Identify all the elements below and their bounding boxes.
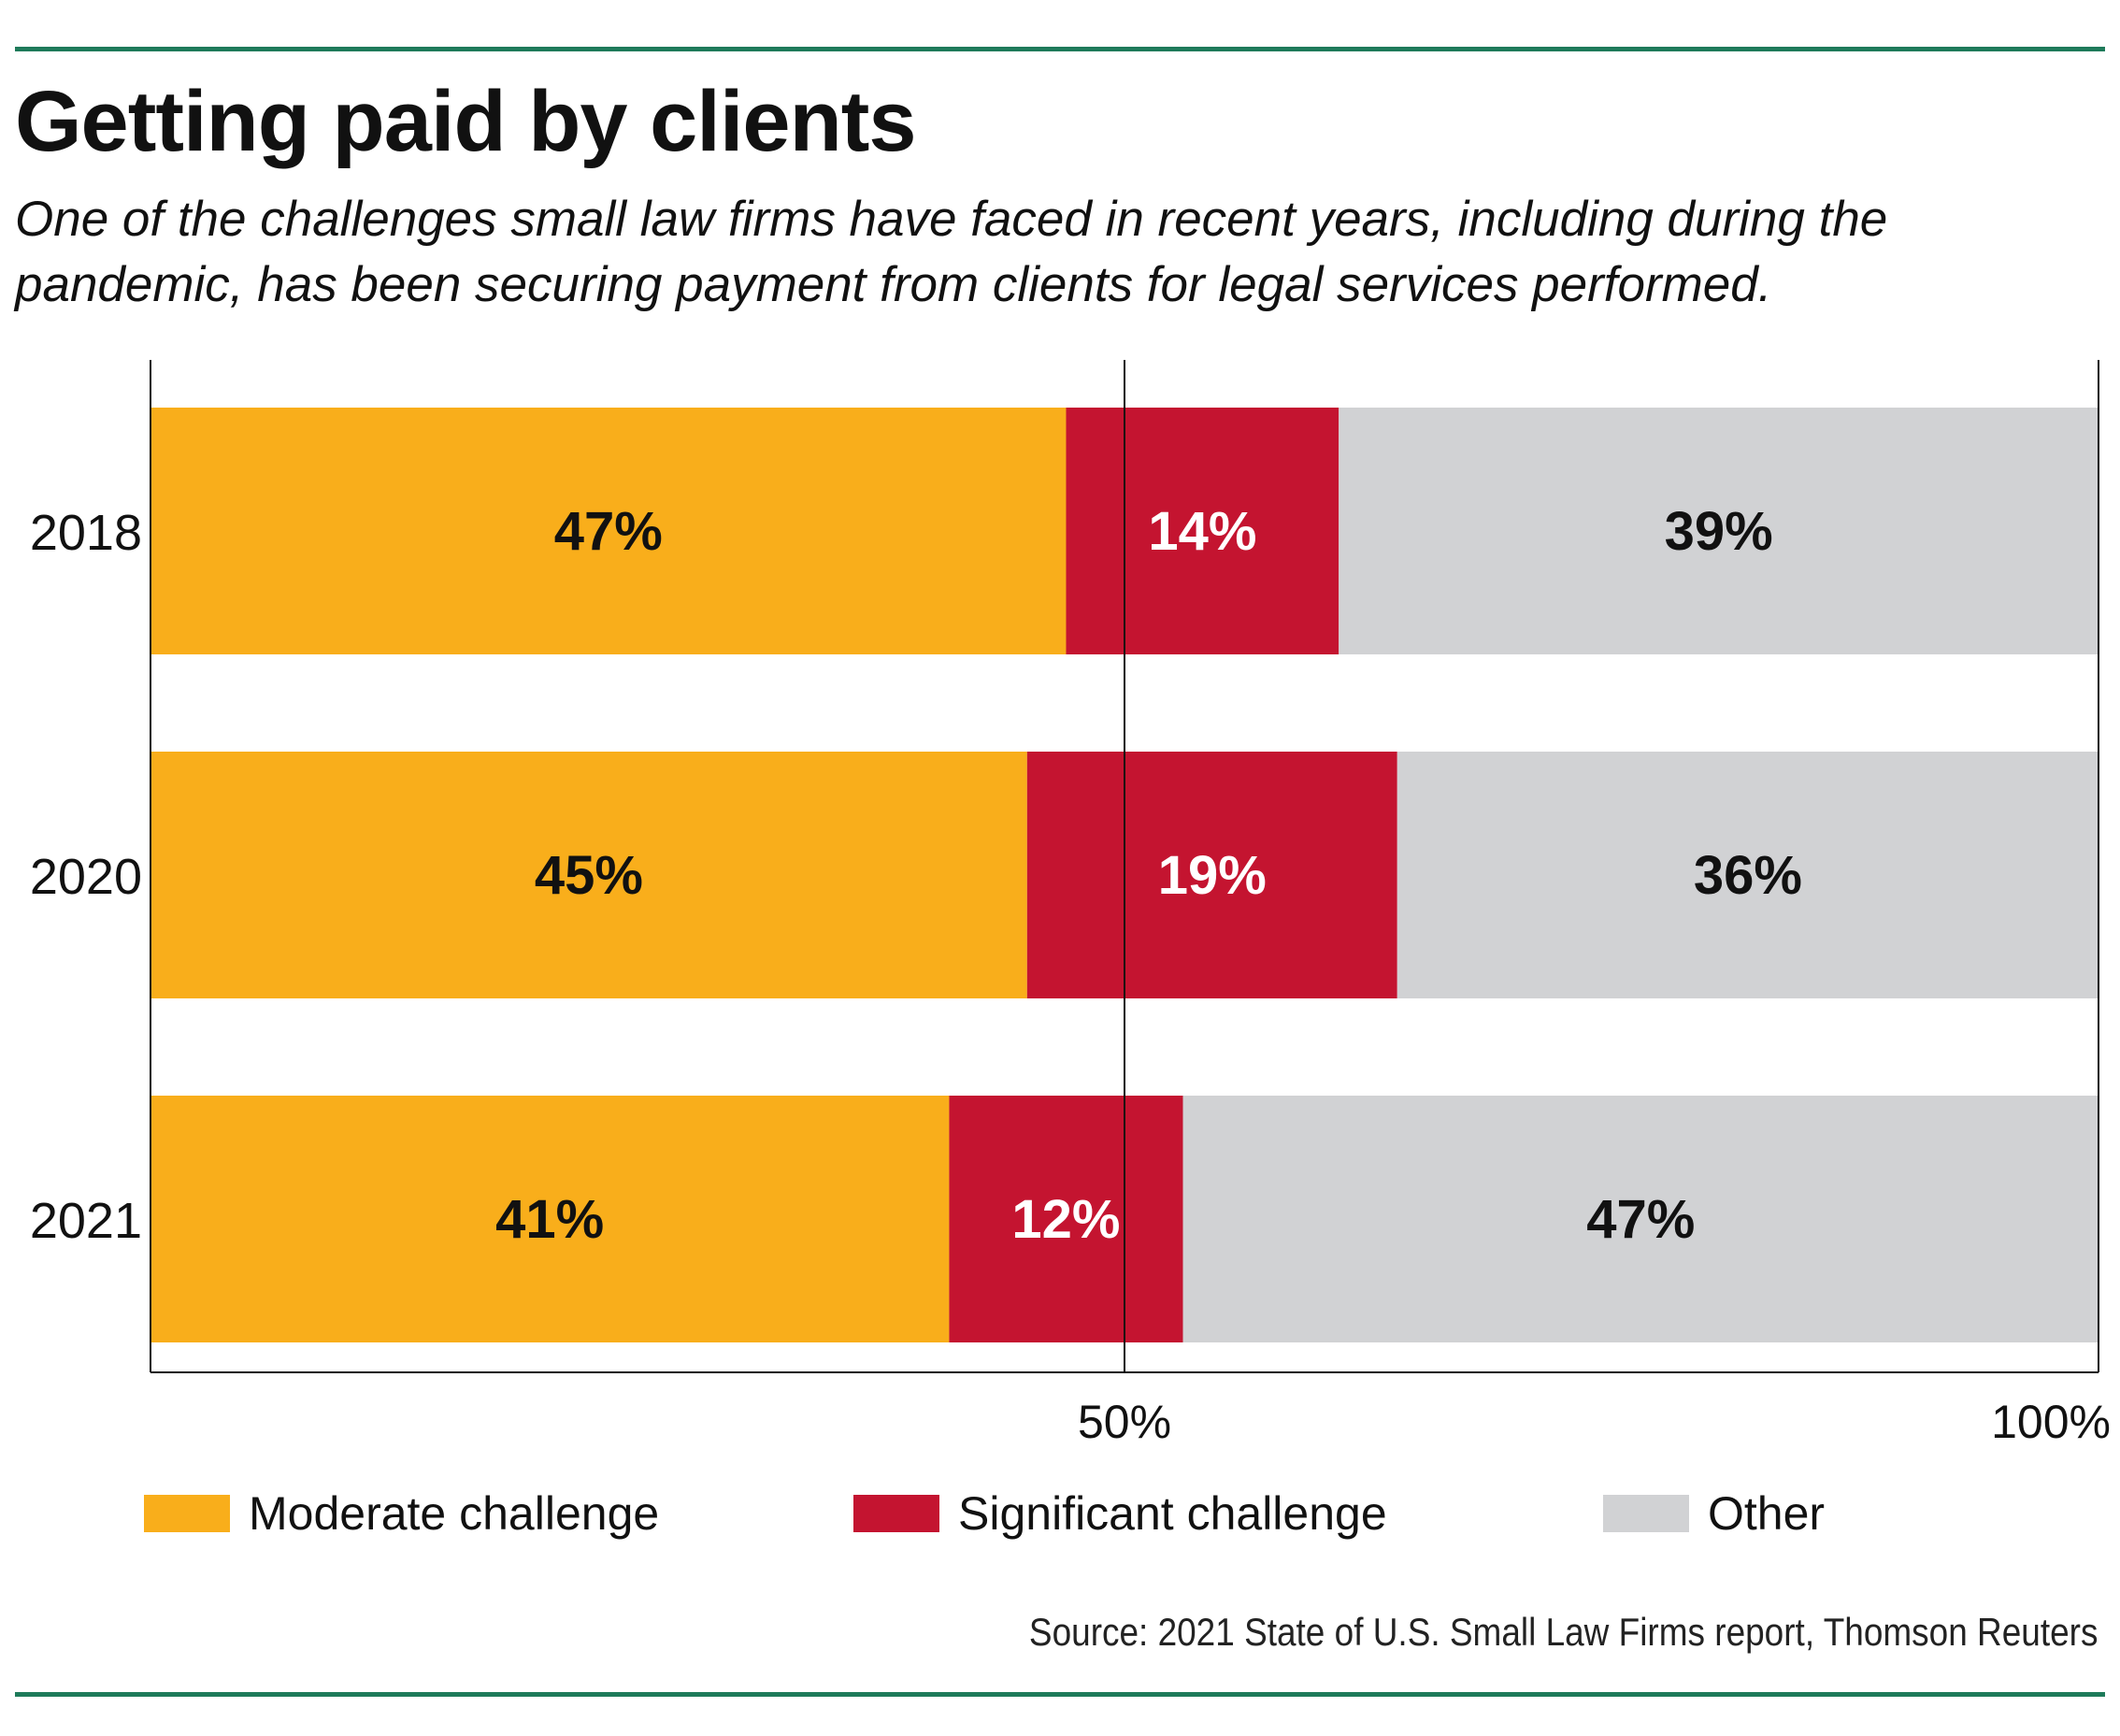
- bar-segment-2018-0: [150, 408, 1067, 654]
- legend-swatch-moderate: [144, 1495, 230, 1532]
- bar-segment-2018-1: [1066, 408, 1339, 654]
- top-rule: [15, 47, 2105, 51]
- chart-legend: Moderate challenge Significant challenge…: [0, 1486, 2120, 1542]
- bar-segment-2021-0: [150, 1096, 950, 1342]
- data-label-2020-2: 36%: [1694, 845, 1802, 906]
- data-label-2021-1: 12%: [1011, 1189, 1120, 1250]
- stacked-bar-chart: 47% 14% 39% 45% 19% 36% 41% 12% 47% 2018 2020 2021 5…: [30, 360, 2111, 1448]
- category-label-2020: 2020: [30, 849, 142, 905]
- data-label-2018-1: 14%: [1148, 501, 1256, 562]
- category-label-2021: 2021: [30, 1193, 142, 1249]
- legend-label-other: Other: [1708, 1487, 1826, 1540]
- data-label-2018-0: 47%: [554, 501, 663, 562]
- chart-title: Getting paid by clients: [15, 74, 917, 169]
- data-label-2020-1: 19%: [1158, 845, 1267, 906]
- legend-item-other: Other: [1603, 1486, 1825, 1541]
- x-tick-label-50: 50%: [1078, 1396, 1171, 1448]
- bar-segment-2020-2: [1397, 752, 2099, 998]
- category-label-2018: 2018: [30, 505, 142, 561]
- legend-label-moderate: Moderate challenge: [249, 1487, 660, 1540]
- legend-item-significant: Significant challenge: [853, 1486, 1387, 1541]
- legend-label-significant: Significant challenge: [958, 1487, 1387, 1540]
- bar-segment-2018-2: [1339, 408, 2099, 654]
- data-label-2021-2: 47%: [1586, 1189, 1695, 1250]
- chart-subtitle: One of the challenges small law firms ha…: [15, 192, 1888, 312]
- data-label-2020-0: 45%: [535, 845, 643, 906]
- bottom-rule: [15, 1692, 2105, 1697]
- bar-segment-2021-1: [949, 1096, 1183, 1342]
- data-label-2021-0: 41%: [495, 1189, 604, 1250]
- source-note: Source: 2021 State of U.S. Small Law Fir…: [1028, 1610, 2098, 1654]
- legend-item-moderate: Moderate challenge: [144, 1486, 659, 1541]
- legend-swatch-significant: [853, 1495, 939, 1532]
- bar-segment-2020-0: [150, 752, 1027, 998]
- data-label-2018-2: 39%: [1665, 501, 1773, 562]
- bar-segment-2021-2: [1182, 1096, 2099, 1342]
- x-tick-label-100: 100%: [1991, 1396, 2111, 1448]
- legend-swatch-other: [1603, 1495, 1689, 1532]
- bar-segment-2020-1: [1026, 752, 1397, 998]
